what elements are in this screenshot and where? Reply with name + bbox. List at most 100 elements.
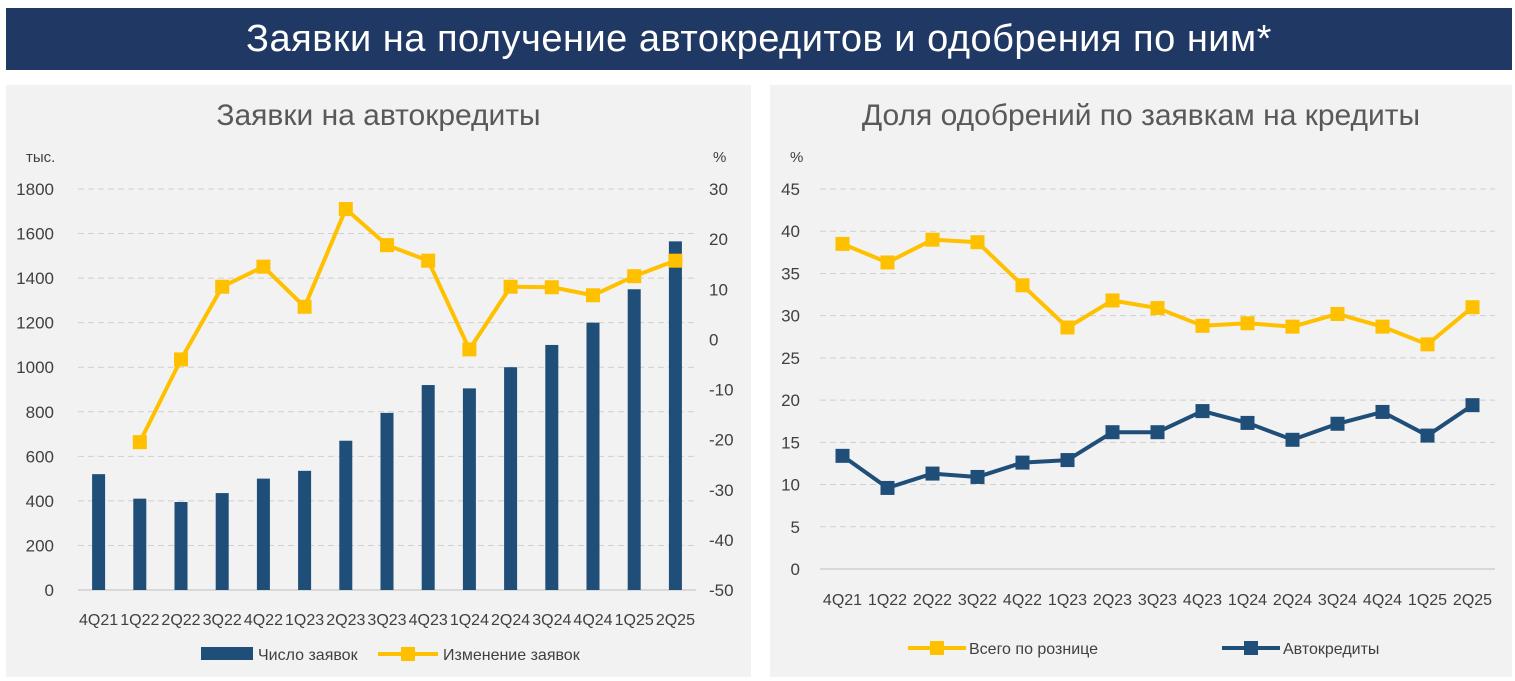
x-tick-label: 4Q24 [573,612,612,629]
applications-chart-panel: Заявки на автокредиты тыс.% 0 200 400 600 800 1… [6,85,751,677]
line-point [215,279,230,294]
y-tick-label-right: -50 [709,581,734,600]
line-point [1330,306,1345,321]
line-point [1195,318,1210,333]
bar [545,344,559,590]
y-tick-label-left: 400 [26,492,54,511]
y-tick-label-right: 20 [709,230,728,249]
line-point [1420,428,1435,443]
x-tick-label: 4Q22 [244,612,283,629]
line-point [1330,416,1345,431]
bar [380,412,394,590]
line-point [1060,320,1075,335]
line-point [256,259,271,274]
x-tick-label: 2Q25 [656,612,695,629]
x-tick-label: 2Q24 [491,612,530,629]
y-tick-label-left: 1800 [16,180,54,199]
bar [462,388,476,590]
x-tick-label: 1Q25 [1408,592,1447,609]
y-tick-label-right: 0 [709,330,718,349]
legend-label: Автокредиты [1283,641,1379,658]
y-tick-label: 40 [781,222,800,241]
x-tick-label: 1Q24 [450,612,489,629]
bar [504,367,518,590]
legend-swatch-bars [201,647,253,660]
line-point [880,255,895,270]
line-point [174,352,188,367]
x-tick-label: 1Q24 [1228,592,1267,609]
y-tick-label-right: -20 [709,431,734,450]
line-point [1150,301,1165,316]
x-tick-label: 4Q23 [1183,592,1222,609]
line-point [586,288,600,303]
x-tick-label: 2Q22 [161,612,200,629]
x-tick-label: 2Q23 [1093,592,1132,609]
y-tick-label-left: 0 [45,581,54,600]
chart-title: Доля одобрений по заявкам на кредиты [862,99,1420,132]
line-point [132,435,147,450]
line-point [462,342,477,357]
y-tick-label: 5 [791,518,800,537]
line-point [1375,404,1390,419]
x-tick-label: 4Q24 [1363,592,1402,609]
x-tick-label: 4Q23 [409,612,448,629]
y-tick-label-left: 1000 [16,358,54,377]
line-point [421,253,436,268]
line-point [1015,455,1030,470]
x-tick-label: 4Q21 [79,612,118,629]
line-point [1105,293,1120,308]
y-tick-label-right: -40 [709,531,734,550]
bar [627,289,641,590]
page-title-banner: Заявки на получение автокредитов и одобр… [6,8,1512,70]
x-tick-label: 3Q22 [958,592,997,609]
legend-marker [930,641,944,655]
line-point [1060,453,1075,468]
bar [215,493,229,590]
x-tick-label: 1Q25 [615,612,654,629]
y-tick-label-right: 10 [709,280,728,299]
x-tick-label: 3Q23 [367,612,406,629]
line-point [668,253,683,268]
x-tick-label: 1Q23 [1048,592,1087,609]
line-point [1240,415,1255,430]
line-point [1465,300,1480,315]
y-tick-label-right: -30 [709,481,734,500]
x-tick-label: 1Q22 [120,612,159,629]
y-tick-label: 45 [781,180,800,199]
line-point [925,232,940,247]
line-point [1285,319,1300,334]
y-axis-unit: % [790,149,803,166]
line-point [1105,425,1120,440]
bar [339,440,353,590]
line-point [503,279,518,294]
y-tick-label: 10 [781,476,800,495]
y-tick-label-right: -10 [709,381,734,400]
x-tick-label: 2Q23 [326,612,365,629]
x-tick-label: 3Q22 [203,612,242,629]
line-point [1240,316,1255,331]
line-point [1150,425,1165,440]
line-point [1195,404,1210,419]
page-title: Заявки на получение автокредитов и одобр… [246,17,1272,60]
x-tick-label: 3Q24 [532,612,571,629]
line-point [1465,398,1480,413]
line-point [835,236,850,251]
y-tick-label-left: 800 [26,403,54,422]
y-tick-label: 15 [781,433,800,452]
line-point [1420,337,1435,352]
x-tick-label: 1Q22 [868,592,907,609]
line-point [544,280,559,295]
x-tick-label: 2Q25 [1453,592,1492,609]
legend-label: Всего по рознице [969,641,1098,658]
line-point [338,202,353,217]
y-tick-label-left: 1600 [16,225,54,244]
x-tick-label: 3Q24 [1318,592,1357,609]
x-tick-label: 4Q22 [1003,592,1042,609]
y-tick-label-left: 600 [26,447,54,466]
line-point [970,235,985,250]
line-point [970,469,985,484]
y-tick-label: 25 [781,349,800,368]
y-tick-label-right: 30 [709,180,728,199]
x-tick-label: 2Q24 [1273,592,1312,609]
